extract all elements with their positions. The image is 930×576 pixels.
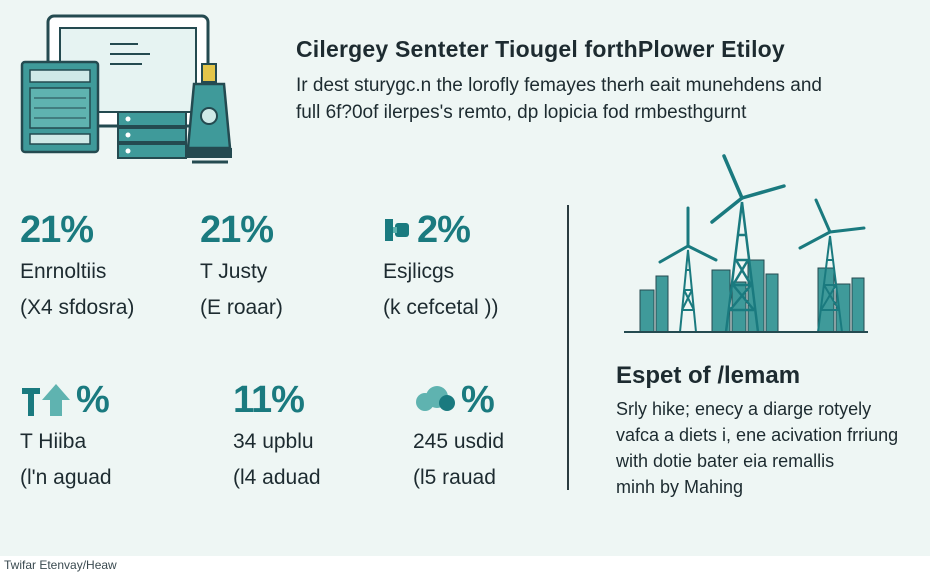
stat-card: 11% 34 upblu (l4 aduad [233,378,403,490]
stat-sub: (k cefcetal )) [383,296,499,319]
plug-icon [385,219,409,241]
page-title: Cilergey Senteter Tiougel forthPlower Et… [296,36,785,62]
footer-band [0,556,930,576]
section-line-2: vafca a diets i, ene acivation frriung [616,425,899,445]
stat-label: 245 usdid [413,430,505,453]
stat-value: % [461,378,495,421]
wind-turbine-skyline-illustration [624,154,868,333]
stat-card: 2% Esjlicgs (k cefcetal )) [383,208,553,320]
stat-sub: (E roaar) [200,296,283,319]
section-line-3: with dotie bater eia remallis [616,451,835,471]
stat-card: 21% T Justy (E roaar) [200,208,370,320]
stat-value: % [76,378,110,421]
stat-label: T Hiiba [20,430,87,453]
stat-label: Esjlicgs [383,260,455,283]
stat-card: % T Hiiba (l'n aguad [20,378,190,490]
stat-label: 34 upblu [233,430,314,453]
stat-sub: (l5 rauad [413,466,496,489]
stat-card: 21% Enrnoltiis (X4 sfdosra) [20,208,190,320]
arrow-up-icon [22,384,70,416]
cloud-icon [416,386,455,411]
vertical-divider [567,205,569,490]
section-line-4: minh by Mahing [616,477,744,497]
subtitle-line-2: full 6f?0of ilerpes's remto, dp lopicia … [296,102,747,123]
stat-card: % 245 usdid (l5 rauad [413,378,583,490]
stat-value: 21% [200,208,274,251]
section-title: Espet of /lemam [616,362,801,389]
stat-value: 2% [417,208,471,251]
page-subtitle: Ir dest sturygc.n the lorofly femayes th… [296,72,896,126]
stat-sub: (l4 aduad [233,466,321,489]
stat-value: 21% [20,208,94,251]
stat-sub: (l'n aguad [20,466,112,489]
stat-label: Enrnoltiis [20,260,107,283]
stat-label: T Justy [200,260,268,283]
stat-sub: (X4 sfdosra) [20,296,135,319]
section-body: Srly hike; enecy a diarge rotyely vafca … [616,396,926,500]
footer-text: Twifar Etenvay/Heaw [4,558,117,572]
stat-value: 11% [233,378,305,421]
computer-server-illustration [20,14,232,164]
subtitle-line-1: Ir dest sturygc.n the lorofly femayes th… [296,75,822,96]
section-line-1: Srly hike; enecy a diarge rotyely [616,399,872,419]
